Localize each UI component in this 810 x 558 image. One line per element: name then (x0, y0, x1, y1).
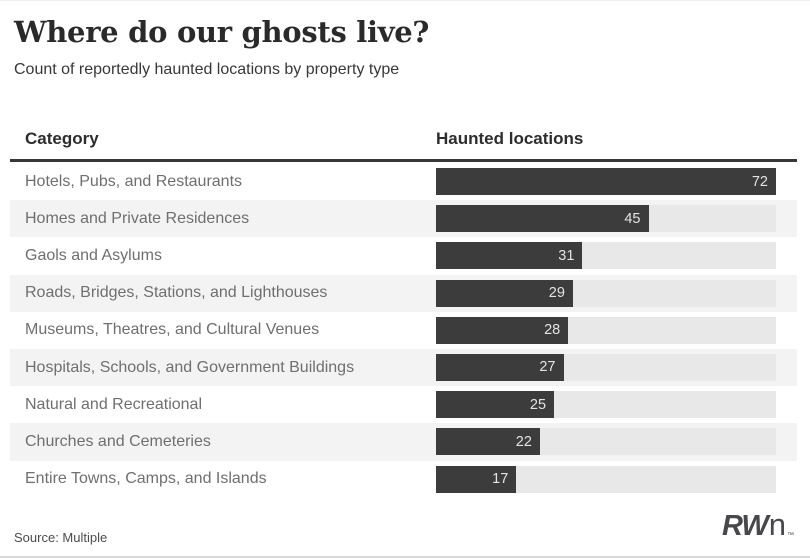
bar-track: 25 (436, 391, 776, 419)
bar-track: 45 (436, 205, 776, 233)
category-label: Homes and Private Residences (25, 209, 250, 227)
category-label: Hospitals, Schools, and Government Build… (25, 358, 355, 376)
bar-table: Hotels, Pubs, and Restaurants 72 Homes and… (10, 163, 797, 498)
table-row: Hospitals, Schools, and Government Build… (10, 348, 797, 387)
value-bar: 27 (436, 353, 564, 381)
brand-logo-bold: RW (721, 510, 769, 542)
bar-track: 28 (436, 316, 776, 344)
value-label: 29 (548, 285, 565, 302)
value-label: 25 (529, 396, 547, 413)
category-label: Museums, Theatres, and Cultural Venues (25, 321, 320, 339)
value-label: 31 (558, 247, 575, 264)
value-bar: 29 (436, 279, 573, 307)
value-bar: 25 (436, 391, 555, 419)
table-row: Natural and Recreational 25 (10, 386, 797, 424)
value-label: 72 (751, 173, 768, 190)
brand-logo: RW n ™ (722, 509, 794, 541)
table-row: Gaols and Asylums 31 (10, 237, 797, 275)
value-label: 27 (539, 359, 556, 376)
value-label: 22 (515, 433, 532, 450)
value-bar: 17 (436, 465, 517, 493)
bar-track: 22 (436, 428, 776, 456)
column-header-haunted-locations: Haunted locations (436, 129, 584, 148)
value-label: 28 (544, 322, 561, 339)
value-label: 45 (624, 210, 641, 227)
table-row: Museums, Theatres, and Cultural Venues 28 (10, 311, 797, 349)
bar-track: 72 (436, 168, 776, 195)
category-label: Entire Towns, Camps, and Islands (25, 470, 267, 488)
table-row: Hotels, Pubs, and Restaurants 72 (10, 163, 797, 201)
value-label: 17 (492, 471, 509, 487)
table-row: Churches and Cemeteries 22 (10, 423, 797, 461)
bar-track: 29 (436, 279, 776, 307)
value-bar: 31 (436, 242, 583, 270)
source-note: Source: Multiple (14, 530, 108, 545)
table-row: Entire Towns, Camps, and Islands 17 (10, 460, 797, 498)
value-bar: 45 (436, 205, 649, 233)
table-row: Roads, Bridges, Stations, and Lighthouse… (10, 274, 797, 312)
brand-logo-light: n (768, 507, 786, 542)
table-row: Homes and Private Residences 45 (10, 200, 797, 238)
value-bar: 28 (436, 316, 569, 344)
trademark-symbol: ™ (787, 532, 794, 539)
bar-track: 17 (436, 465, 776, 493)
column-header-category: Category (25, 129, 99, 148)
chart-title: Where do our ghosts live? (14, 15, 430, 49)
category-label: Gaols and Asylums (25, 246, 162, 264)
category-label: Roads, Bridges, Stations, and Lighthouse… (25, 284, 328, 302)
table-header: Category Haunted locations (10, 129, 797, 159)
category-label: Churches and Cemeteries (25, 432, 211, 450)
header-divider (10, 159, 797, 162)
bar-track: 31 (436, 242, 776, 270)
category-label: Hotels, Pubs, and Restaurants (25, 172, 243, 190)
value-bar: 22 (436, 428, 540, 456)
value-bar: 72 (436, 168, 776, 195)
chart-subtitle: Count of reportedly haunted locations by… (14, 61, 400, 78)
category-label: Natural and Recreational (25, 395, 202, 413)
bar-track: 27 (436, 353, 776, 381)
